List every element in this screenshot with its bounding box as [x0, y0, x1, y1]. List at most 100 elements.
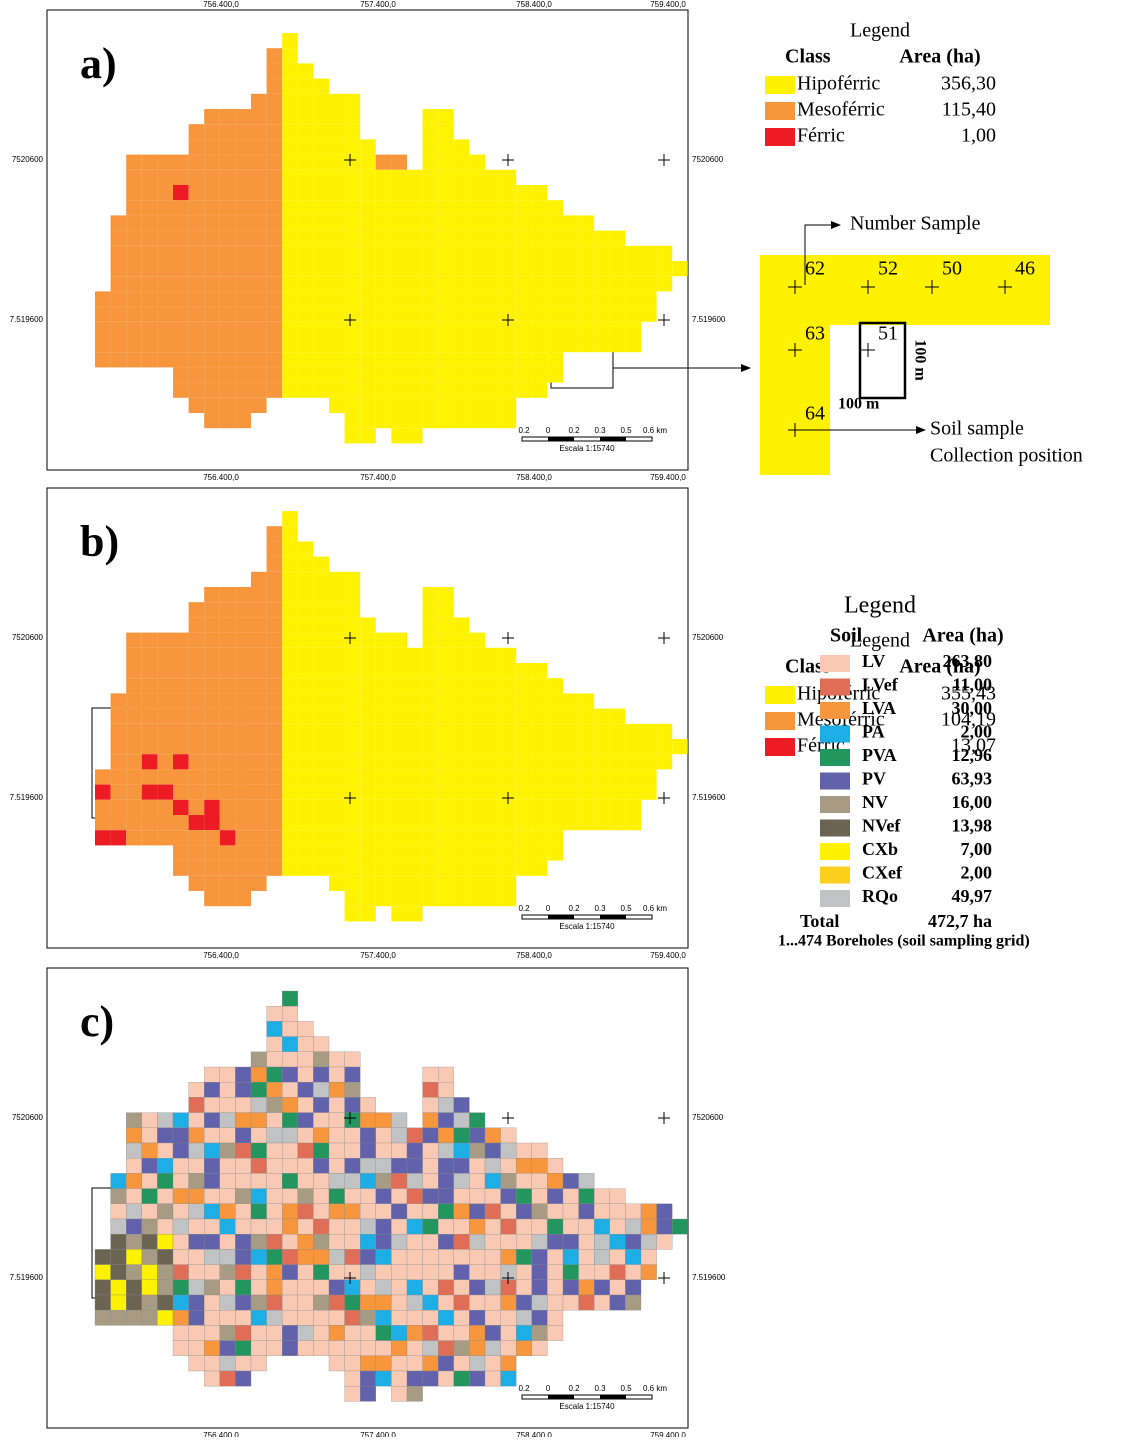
grid-cell	[204, 1310, 220, 1325]
grid-cell	[282, 1234, 298, 1249]
grid-cell	[610, 1189, 626, 1204]
legend-area: 263,80	[943, 651, 993, 671]
grid-cell	[407, 830, 423, 845]
grid-cell	[532, 861, 548, 876]
grid-cell	[111, 830, 127, 845]
grid-cell	[313, 557, 329, 572]
grid-cell	[469, 1143, 485, 1158]
grid-cell	[532, 1280, 548, 1295]
grid-cell	[469, 1295, 485, 1310]
grid-cell	[126, 215, 142, 230]
grid-cell	[485, 769, 501, 784]
grid-cell	[516, 352, 532, 367]
grid-cell	[235, 367, 251, 382]
grid-cell	[173, 155, 189, 170]
grid-cell	[251, 709, 267, 724]
grid-cell	[501, 815, 517, 830]
grid-cell	[235, 709, 251, 724]
scale-bar	[548, 437, 574, 441]
grid-cell	[407, 307, 423, 322]
grid-cell	[298, 322, 314, 337]
grid-cell	[142, 307, 158, 322]
grid-cell	[641, 307, 657, 322]
grid-cell	[220, 633, 236, 648]
grid-cell	[204, 633, 220, 648]
grid-cell	[376, 1325, 392, 1340]
grid-cell	[126, 307, 142, 322]
grid-cell	[313, 709, 329, 724]
grid-cell	[438, 291, 454, 306]
grid-cell	[407, 800, 423, 815]
grid-cell	[204, 291, 220, 306]
grid-cell	[345, 94, 361, 109]
grid-cell	[313, 291, 329, 306]
grid-cell	[126, 754, 142, 769]
grid-cell	[282, 861, 298, 876]
grid-cell	[360, 307, 376, 322]
grid-cell	[251, 1325, 267, 1340]
grid-cell	[454, 1204, 470, 1219]
grid-cell	[407, 1265, 423, 1280]
grid-cell	[157, 1173, 173, 1188]
grid-cell	[313, 261, 329, 276]
grid-cell	[345, 1249, 361, 1264]
grid-cell	[485, 678, 501, 693]
scale-label: 0.6 km	[643, 426, 667, 435]
grid-cell	[157, 276, 173, 291]
legend-swatch	[820, 702, 850, 719]
grid-cell	[313, 587, 329, 602]
grid-cell	[220, 861, 236, 876]
grid-cell	[111, 1280, 127, 1295]
grid-cell	[298, 1082, 314, 1097]
grid-cell	[438, 276, 454, 291]
grid-cell	[594, 769, 610, 784]
grid-cell	[454, 1097, 470, 1112]
grid-cell	[345, 693, 361, 708]
grid-cell	[111, 246, 127, 261]
grid-cell	[313, 1341, 329, 1356]
grid-cell	[579, 231, 595, 246]
grid-cell	[251, 800, 267, 815]
grid-cell	[407, 785, 423, 800]
grid-cell	[235, 1341, 251, 1356]
grid-cell	[376, 322, 392, 337]
grid-cell	[282, 1143, 298, 1158]
grid-cell	[189, 276, 205, 291]
grid-cell	[251, 1189, 267, 1204]
grid-cell	[391, 709, 407, 724]
grid-cell	[360, 322, 376, 337]
grid-cell	[220, 1097, 236, 1112]
grid-cell	[298, 231, 314, 246]
grid-cell	[126, 231, 142, 246]
grid-cell	[267, 1052, 283, 1067]
grid-cell	[423, 1204, 439, 1219]
grid-cell	[111, 1249, 127, 1264]
grid-cell	[360, 1325, 376, 1340]
grid-cell	[267, 322, 283, 337]
grid-cell	[360, 231, 376, 246]
grid-cell	[220, 1173, 236, 1188]
grid-cell	[438, 785, 454, 800]
grid-cell	[438, 754, 454, 769]
grid-cell	[469, 1158, 485, 1173]
grid-cell	[204, 200, 220, 215]
grid-cell	[298, 815, 314, 830]
grid-cell	[376, 633, 392, 648]
grid-cell	[204, 1234, 220, 1249]
grid-cell	[376, 1219, 392, 1234]
grid-cell	[329, 1097, 345, 1112]
grid-cell	[189, 861, 205, 876]
grid-cell	[173, 322, 189, 337]
grid-cell	[142, 1249, 158, 1264]
grid-cell	[485, 200, 501, 215]
grid-cell	[204, 383, 220, 398]
grid-cell	[423, 815, 439, 830]
grid-cell	[485, 845, 501, 860]
grid-cell	[407, 383, 423, 398]
grid-cell	[391, 261, 407, 276]
grid-cell	[204, 155, 220, 170]
grid-cell	[313, 815, 329, 830]
grid-cell	[204, 800, 220, 815]
grid-cell	[407, 648, 423, 663]
grid-cell	[454, 1173, 470, 1188]
